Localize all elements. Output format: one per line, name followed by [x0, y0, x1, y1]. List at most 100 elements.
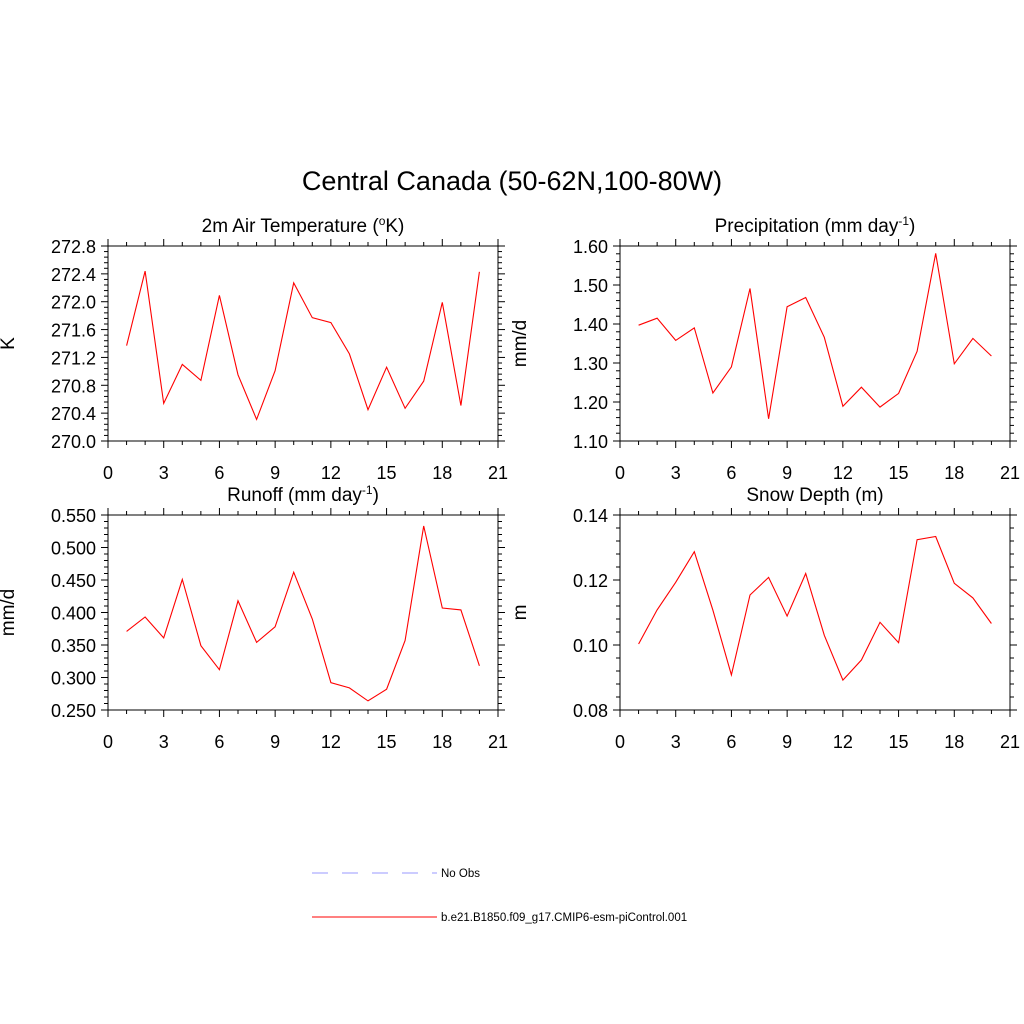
air-temperature-data-point: [238, 374, 239, 375]
air-temperature-data-point: [256, 419, 257, 420]
air-temperature-x-tick-label: 12: [321, 463, 341, 483]
runoff-series-line: [126, 525, 480, 702]
precipitation-data-point: [638, 325, 639, 326]
snow-depth-x-tick-label: 15: [889, 732, 909, 752]
precipitation-x-tick-label: 9: [782, 463, 792, 483]
air-temperature-x-tick-label: 3: [159, 463, 169, 483]
air-temperature-x-tick-label: 21: [488, 463, 508, 483]
runoff-data-point: [163, 637, 164, 638]
legend-entry: b.e21.B1850.f09_g17.CMIP6-esm-piControl.…: [312, 912, 687, 924]
air-temperature-data-point: [293, 282, 294, 283]
air-temperature-data-point: [219, 295, 220, 296]
snow-depth-x-tick-label: 21: [1000, 732, 1020, 752]
runoff-y-axis-label: mm/d: [0, 589, 19, 637]
precipitation-y-tick-label: 1.40: [573, 315, 608, 335]
runoff-data-point: [219, 669, 220, 670]
panel-precipitation: Precipitation (mm day-1) mm/d 0 3 6 9 12 15 18 21…: [510, 214, 1020, 483]
runoff-data-point: [479, 665, 480, 666]
air-temperature-y-tick-label: 270.8: [51, 376, 96, 396]
runoff-data-point: [126, 631, 127, 632]
runoff-x-tick-label: 3: [159, 732, 169, 752]
air-temperature-data-point: [386, 367, 387, 368]
runoff-y-tick-label: 0.450: [51, 571, 96, 591]
runoff-data-point: [368, 700, 369, 701]
air-temperature-data-point: [312, 317, 313, 318]
precipitation-data-point: [731, 366, 732, 367]
runoff-x-tick-label: 9: [270, 732, 280, 752]
runoff-data-point: [442, 607, 443, 608]
runoff-data-point: [330, 682, 331, 683]
runoff-x-tick-label: 12: [321, 732, 341, 752]
runoff-x-tick-label: 21: [488, 732, 508, 752]
runoff-data-point: [423, 526, 424, 527]
snow-depth-data-point: [712, 610, 713, 611]
runoff-data-point: [293, 572, 294, 573]
precipitation-data-point: [657, 318, 658, 319]
snow-depth-x-tick-label: 6: [726, 732, 736, 752]
precipitation-data-point: [675, 340, 676, 341]
runoff-x-tick-label: 6: [214, 732, 224, 752]
snow-depth-data-point: [935, 536, 936, 537]
legend-label: No Obs: [441, 868, 480, 880]
precipitation-x-tick-label: 18: [944, 463, 964, 483]
air-temperature-data-point: [479, 271, 480, 272]
precipitation-data-point: [954, 363, 955, 364]
precipitation-y-tick-label: 1.50: [573, 276, 608, 296]
air-temperature-title: 2m Air Temperature (oK): [202, 214, 405, 237]
runoff-x-tick-label: 15: [377, 732, 397, 752]
air-temperature-data-point: [349, 353, 350, 354]
air-temperature-plot-frame: [107, 245, 499, 442]
precipitation-data-point: [824, 337, 825, 338]
precipitation-data-point: [842, 406, 843, 407]
snow-depth-data-point: [898, 642, 899, 643]
precipitation-data-point: [787, 306, 788, 307]
figure-title: Central Canada (50-62N,100-80W): [302, 166, 722, 196]
precipitation-x-tick-label: 0: [615, 463, 625, 483]
air-temperature-data-point: [330, 322, 331, 323]
precipitation-y-tick-label: 1.20: [573, 393, 608, 413]
air-temperature-x-tick-label: 6: [214, 463, 224, 483]
precipitation-data-point: [712, 393, 713, 394]
snow-depth-x-tick-label: 18: [944, 732, 964, 752]
precipitation-series-line: [638, 253, 992, 419]
runoff-y-tick-label: 0.550: [51, 506, 96, 526]
runoff-data-point: [200, 645, 201, 646]
precipitation-data-point: [991, 355, 992, 356]
runoff-data-point: [275, 626, 276, 627]
precipitation-y-tick-label: 1.30: [573, 354, 608, 374]
snow-depth-x-tick-label: 0: [615, 732, 625, 752]
runoff-data-point: [405, 640, 406, 641]
runoff-data-point: [256, 642, 257, 643]
precipitation-x-tick-label: 3: [671, 463, 681, 483]
runoff-data-point: [460, 609, 461, 610]
air-temperature-data-point: [145, 271, 146, 272]
precipitation-title: Precipitation (mm day-1): [715, 214, 916, 237]
air-temperature-data-point: [405, 408, 406, 409]
snow-depth-y-tick-label: 0.12: [573, 571, 608, 591]
chart-panels: 2m Air Temperature (oK) K 0 3 6 9 12 15 18 21 270.…: [0, 214, 1020, 752]
precipitation-data-point: [861, 387, 862, 388]
precipitation-data-point: [935, 253, 936, 254]
air-temperature-x-tick-label: 0: [103, 463, 113, 483]
air-temperature-data-point: [200, 380, 201, 381]
runoff-x-tick-label: 18: [432, 732, 452, 752]
runoff-y-tick-label: 0.300: [51, 669, 96, 689]
precipitation-y-axis-label: mm/d: [510, 320, 531, 368]
runoff-data-point: [312, 619, 313, 620]
snow-depth-y-tick-label: 0.10: [573, 636, 608, 656]
snow-depth-x-tick-label: 3: [671, 732, 681, 752]
snow-depth-data-point: [824, 635, 825, 636]
air-temperature-y-tick-label: 272.8: [51, 237, 96, 257]
snow-depth-x-tick-label: 9: [782, 732, 792, 752]
legend: No Obs b.e21.B1850.f09_g17.CMIP6-esm-piCo…: [312, 868, 687, 924]
precipitation-x-tick-label: 6: [726, 463, 736, 483]
precipitation-data-point: [880, 407, 881, 408]
snow-depth-data-point: [842, 680, 843, 681]
snow-depth-data-point: [657, 609, 658, 610]
runoff-data-point: [145, 617, 146, 618]
precipitation-y-tick-label: 1.10: [573, 432, 608, 452]
snow-depth-y-tick-label: 0.14: [573, 506, 608, 526]
air-temperature-y-tick-label: 272.0: [51, 293, 96, 313]
legend-label: b.e21.B1850.f09_g17.CMIP6-esm-piControl.…: [441, 912, 687, 924]
